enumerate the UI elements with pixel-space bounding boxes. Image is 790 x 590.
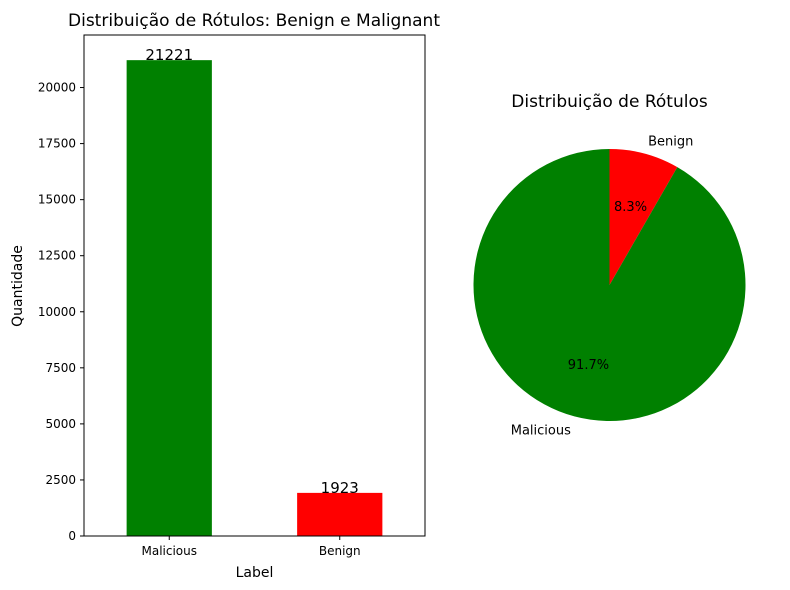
pie-percent-label: 8.3% bbox=[614, 200, 647, 215]
bar-malicious bbox=[126, 60, 212, 536]
bar-value-label: 1923 bbox=[321, 479, 359, 497]
pie-category-label: Benign bbox=[648, 134, 693, 149]
pie-chart-title: Distribuição de Rótulos bbox=[511, 92, 708, 112]
x-axis-ticks: Malicious Benign bbox=[141, 536, 361, 558]
pie-slice-malicious bbox=[473, 149, 746, 421]
y-tick-label: 15000 bbox=[38, 193, 76, 207]
bar-chart-title: Distribuição de Rótulos: Benign e Malign… bbox=[68, 11, 440, 31]
pie-category-label: Malicious bbox=[511, 424, 571, 439]
y-tick-label: 12500 bbox=[38, 249, 76, 263]
x-tick-label: Benign bbox=[319, 544, 361, 558]
plot-frame bbox=[83, 34, 426, 537]
bar-benign bbox=[297, 492, 383, 536]
bar-chart: Distribuição de Rótulos: Benign e Malign… bbox=[10, 11, 440, 581]
pie-slice-benign bbox=[609, 149, 678, 285]
pie-chart: Distribuição de Rótulos 8.3% Benign 91.7% M… bbox=[473, 92, 746, 439]
bar-marks: 21221 1923 bbox=[126, 46, 383, 536]
y-axis-label: Quantidade bbox=[10, 245, 26, 327]
x-axis-label: Label bbox=[236, 565, 274, 581]
y-tick-label: 20000 bbox=[38, 81, 76, 95]
y-tick-label: 5000 bbox=[45, 417, 76, 431]
pie-percent-label: 91.7% bbox=[568, 358, 609, 373]
y-tick-label: 2500 bbox=[45, 473, 76, 487]
y-tick-label: 7500 bbox=[45, 361, 76, 375]
y-tick-label: 17500 bbox=[38, 137, 76, 151]
y-axis-ticks: 0 2500 5000 7500 10000 12500 15000 17500 20000 bbox=[38, 81, 84, 543]
bar-value-label: 21221 bbox=[145, 46, 193, 64]
x-tick-label: Malicious bbox=[141, 544, 197, 558]
pie-marks: 8.3% Benign 91.7% Malicious bbox=[473, 134, 746, 439]
y-tick-label: 0 bbox=[68, 529, 76, 543]
y-tick-label: 10000 bbox=[38, 305, 76, 319]
